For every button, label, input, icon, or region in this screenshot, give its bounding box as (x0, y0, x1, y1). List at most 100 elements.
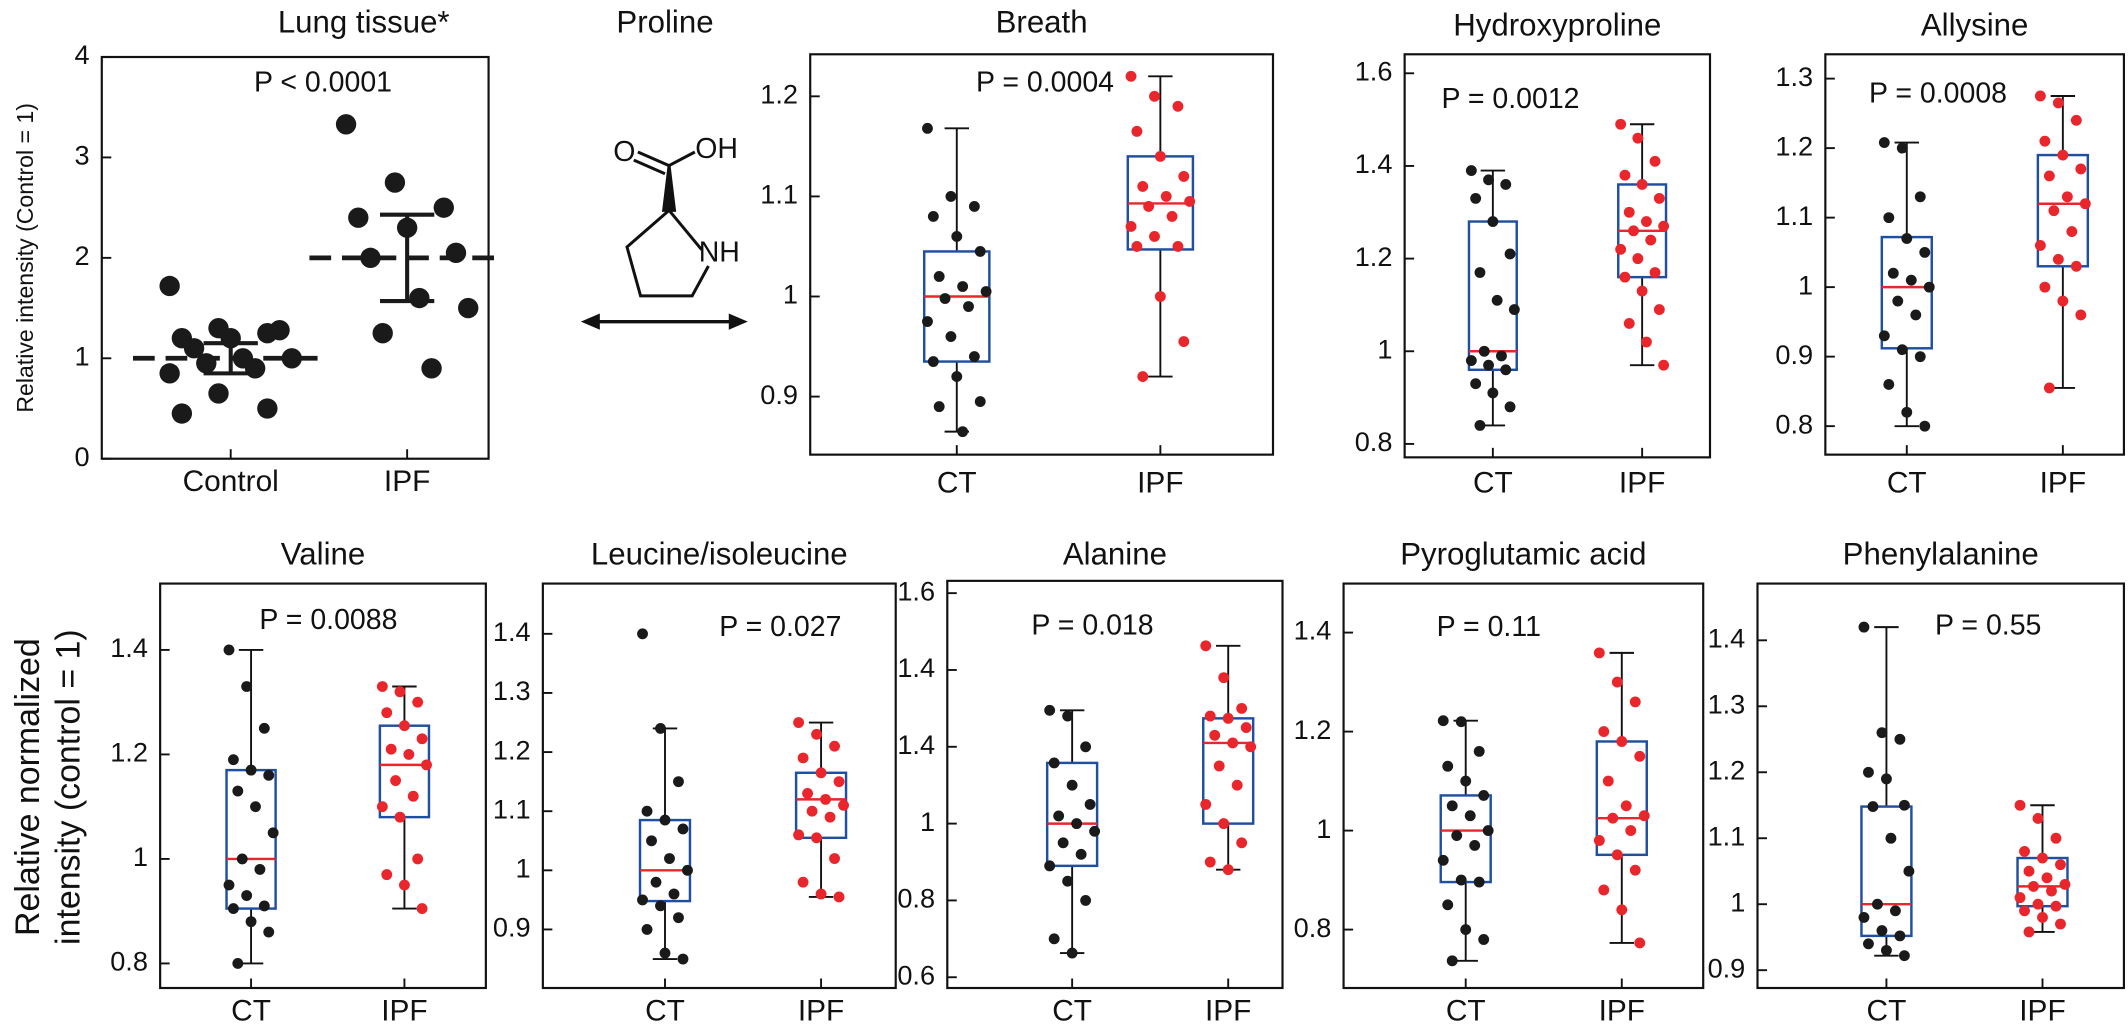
data-point (1482, 825, 1494, 837)
data-point (421, 358, 442, 379)
data-point (1889, 905, 1901, 917)
y-tick-label: 1 (1798, 269, 1813, 300)
data-point (2037, 852, 2048, 864)
y-tick-label: 1.2 (1775, 130, 1813, 161)
y-tick-label: 1.1 (1708, 820, 1746, 851)
proline-structure (625, 150, 710, 298)
data-point (409, 287, 430, 309)
y-tick-label: 1.6 (897, 575, 935, 606)
data-point (951, 371, 963, 383)
data-point (811, 832, 823, 844)
data-point (655, 723, 666, 734)
data-point (183, 338, 205, 359)
data-point (2050, 832, 2062, 844)
y-tick-label: 0.9 (760, 379, 798, 410)
data-point (1464, 810, 1476, 822)
data-point (281, 348, 302, 369)
data-point (2075, 309, 2087, 321)
data-point (1636, 179, 1648, 190)
data-point (2052, 253, 2064, 265)
data-point (236, 853, 248, 865)
y-tick-label: 1.6 (1355, 55, 1393, 86)
data-point (376, 681, 388, 692)
data-point (1066, 947, 1078, 959)
data-point (974, 396, 986, 408)
data-point (1615, 118, 1627, 130)
data-point (1653, 192, 1665, 204)
data-point (1178, 170, 1190, 182)
data-point (208, 383, 229, 404)
y-tick-label: 1.3 (493, 675, 531, 706)
data-point (2023, 926, 2035, 938)
data-point (1649, 155, 1661, 167)
data-point (1496, 350, 1507, 362)
x-tick-label: IPF (798, 994, 844, 1027)
data-point (257, 398, 278, 419)
data-point (1437, 854, 1449, 866)
data-point (2028, 880, 2039, 892)
data-point (1504, 248, 1516, 260)
ring (625, 209, 710, 298)
bond (633, 158, 666, 176)
data-point (159, 275, 180, 297)
chart-title: Hydroxyproline (1453, 7, 1661, 42)
data-point (1634, 750, 1646, 762)
data-point (1057, 837, 1069, 849)
y-tick-label: 0.8 (1294, 912, 1332, 943)
data-point (1894, 930, 1906, 942)
data-point (1245, 741, 1257, 753)
p-value-annotation: P = 0.027 (719, 611, 841, 643)
data-point (2034, 239, 2046, 251)
data-point (1204, 710, 1216, 722)
data-point (245, 764, 257, 776)
data-point (1607, 812, 1619, 824)
data-point (250, 801, 261, 813)
data-point (1593, 647, 1605, 659)
data-point (1465, 355, 1477, 366)
data-point (1166, 211, 1178, 222)
data-point (1896, 344, 1908, 356)
data-point (381, 707, 393, 719)
proline-title: Proline (616, 5, 713, 40)
data-point (1442, 760, 1454, 772)
x-tick-label: IPF (1137, 466, 1183, 499)
data-point (1623, 318, 1635, 329)
y-tick-label: 0 (74, 441, 89, 472)
data-point (1044, 704, 1056, 716)
data-point (945, 331, 957, 342)
data-point (2066, 226, 2078, 237)
x-tick-label: CT (1052, 994, 1092, 1027)
data-point (2052, 97, 2064, 109)
data-point (833, 891, 845, 903)
data-point (1066, 779, 1078, 791)
data-point (263, 769, 275, 781)
data-point (2037, 911, 2048, 923)
plot-frame (1756, 582, 2126, 990)
data-point (659, 814, 671, 826)
data-point (968, 200, 980, 212)
data-point (646, 835, 657, 847)
y-tick-label: 1.3 (1708, 688, 1746, 719)
data-point (1645, 234, 1657, 246)
data-point (1483, 359, 1494, 371)
p-value-annotation: P = 0.0004 (976, 67, 1114, 99)
data-point (1923, 281, 1935, 293)
y-tick-label: 1 (516, 853, 531, 884)
data-point (815, 888, 827, 900)
data-point (820, 793, 831, 805)
shared-y-label: Relative normalized (9, 638, 47, 936)
chart-title: Breath (996, 5, 1088, 40)
data-point (2070, 260, 2082, 272)
data-point (2023, 865, 2035, 877)
data-point (348, 207, 369, 228)
data-point (1048, 933, 1060, 945)
data-point (637, 894, 648, 906)
data-point (1500, 364, 1512, 376)
data-point (933, 271, 945, 282)
data-point (1901, 406, 1913, 418)
data-point (376, 801, 388, 813)
data-point (673, 776, 684, 788)
double-arrow (580, 313, 748, 330)
data-point (1455, 874, 1467, 886)
data-point (1478, 345, 1490, 357)
